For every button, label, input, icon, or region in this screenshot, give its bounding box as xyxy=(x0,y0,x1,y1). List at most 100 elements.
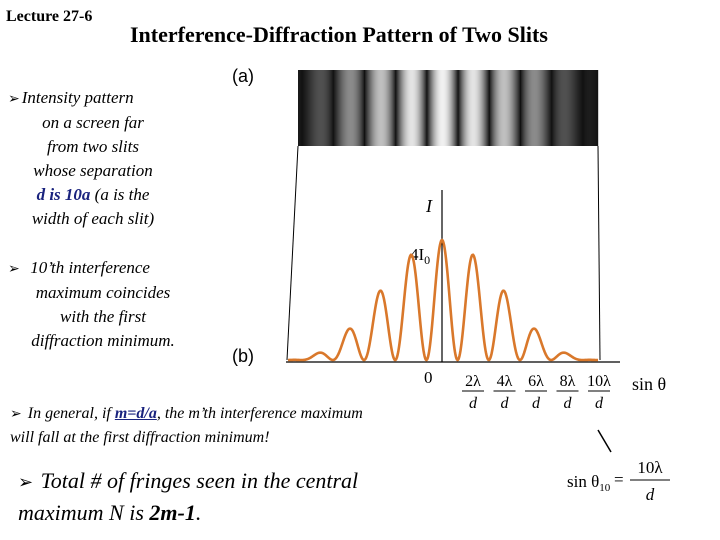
fringe-column xyxy=(518,70,520,146)
fringe-column xyxy=(499,70,501,146)
fringe-column xyxy=(479,70,481,146)
peak-label-sub: 0 xyxy=(424,253,430,267)
fringe-column xyxy=(360,70,362,146)
fringe-column xyxy=(501,70,503,146)
fringe-column xyxy=(401,70,403,146)
fringe-column xyxy=(355,70,357,146)
tick-numerator: 4λ xyxy=(497,373,513,390)
fringe-column xyxy=(407,70,409,146)
fringe-column xyxy=(484,70,486,146)
formula-sin: sin θ xyxy=(567,472,599,491)
bullet-tenth-maximum: ➢ 10’th interference maximum coincides w… xyxy=(8,256,198,353)
fringe-column xyxy=(300,70,302,146)
fringe-column xyxy=(420,70,422,146)
fringe-column xyxy=(558,70,560,146)
fringe-column xyxy=(345,70,347,146)
fringe-column xyxy=(593,70,595,146)
fringe-column xyxy=(526,70,528,146)
fringe-column xyxy=(572,70,574,146)
fringe-column xyxy=(337,70,339,146)
fringe-column xyxy=(388,70,390,146)
arrow-bullet-icon: ➢ xyxy=(10,406,22,422)
bullet3-prefix: In general, if xyxy=(27,405,115,422)
fringe-column xyxy=(440,70,442,146)
fringe-column xyxy=(511,70,513,146)
fringe-column xyxy=(469,70,471,146)
fringe-column xyxy=(491,70,493,146)
bullet1-line1: ➢ Intensity pattern xyxy=(8,86,178,111)
fringe-column xyxy=(488,70,490,146)
projection-line-left xyxy=(286,145,299,361)
fringe-column xyxy=(326,70,328,146)
y-axis-label: I xyxy=(425,196,433,216)
fringe-column xyxy=(471,70,473,146)
fringe-column xyxy=(525,70,527,146)
fringe-column xyxy=(317,70,319,146)
fringe-column xyxy=(568,70,570,146)
fringe-column xyxy=(439,70,441,146)
fringe-column xyxy=(408,70,410,146)
fringe-column xyxy=(453,70,455,146)
bullet4-line2: maximum N is 2m-1. xyxy=(18,498,418,528)
fringe-column xyxy=(496,70,498,146)
fringe-column xyxy=(548,70,550,146)
fringe-column xyxy=(545,70,547,146)
fringe-column xyxy=(426,70,428,146)
fringe-column xyxy=(566,70,568,146)
fringe-column xyxy=(320,70,322,146)
fringe-column xyxy=(587,70,589,146)
fringe-photo xyxy=(298,70,599,146)
fringe-column xyxy=(383,70,385,146)
fringe-column xyxy=(533,70,535,146)
fringe-column xyxy=(512,70,514,146)
fringe-column xyxy=(454,70,456,146)
formula-numerator: 10λ xyxy=(637,458,663,477)
formula-equals: = xyxy=(614,470,624,489)
fringe-column xyxy=(547,70,549,146)
fringe-column xyxy=(301,70,303,146)
fringe-column xyxy=(339,70,341,146)
origin-label: 0 xyxy=(424,368,433,387)
fringe-column xyxy=(346,70,348,146)
fringe-column xyxy=(571,70,573,146)
fringe-column xyxy=(502,70,504,146)
fringe-column xyxy=(392,70,394,146)
fringe-column xyxy=(507,70,509,146)
fringe-column xyxy=(412,70,414,146)
fringe-column xyxy=(573,70,575,146)
fringe-column xyxy=(366,70,368,146)
slide-title: Interference-Diffraction Pattern of Two … xyxy=(130,22,548,47)
fringe-column xyxy=(570,70,572,146)
fringe-column xyxy=(523,70,525,146)
fringe-column xyxy=(529,70,531,146)
fringe-column xyxy=(425,70,427,146)
fringe-column xyxy=(508,70,510,146)
arrow-bullet-icon: ➢ xyxy=(18,472,34,493)
fringe-column xyxy=(368,70,370,146)
fringe-column xyxy=(528,70,530,146)
fringe-column xyxy=(354,70,356,146)
fringe-column xyxy=(358,70,360,146)
fringe-column xyxy=(474,70,476,146)
fringe-column xyxy=(410,70,412,146)
fringe-column xyxy=(585,70,587,146)
ratio-highlight: m=d/a xyxy=(114,405,157,422)
fringe-column xyxy=(450,70,452,146)
fringe-column xyxy=(348,70,350,146)
fringe-column xyxy=(428,70,430,146)
fringe-column xyxy=(430,70,432,146)
fringe-column xyxy=(500,70,502,146)
fringe-column xyxy=(449,70,451,146)
fringe-column xyxy=(459,70,461,146)
fringe-column xyxy=(369,70,371,146)
fringe-column xyxy=(510,70,512,146)
fringe-column xyxy=(582,70,584,146)
fringe-column xyxy=(423,70,425,146)
fringe-column xyxy=(470,70,472,146)
fringe-column xyxy=(396,70,398,146)
fringe-column xyxy=(482,70,484,146)
fringe-column xyxy=(322,70,324,146)
fringe-column xyxy=(330,70,332,146)
bullet-fringe-count: ➢ Total # of fringes seen in the central… xyxy=(18,466,418,528)
fringe-column xyxy=(464,70,466,146)
